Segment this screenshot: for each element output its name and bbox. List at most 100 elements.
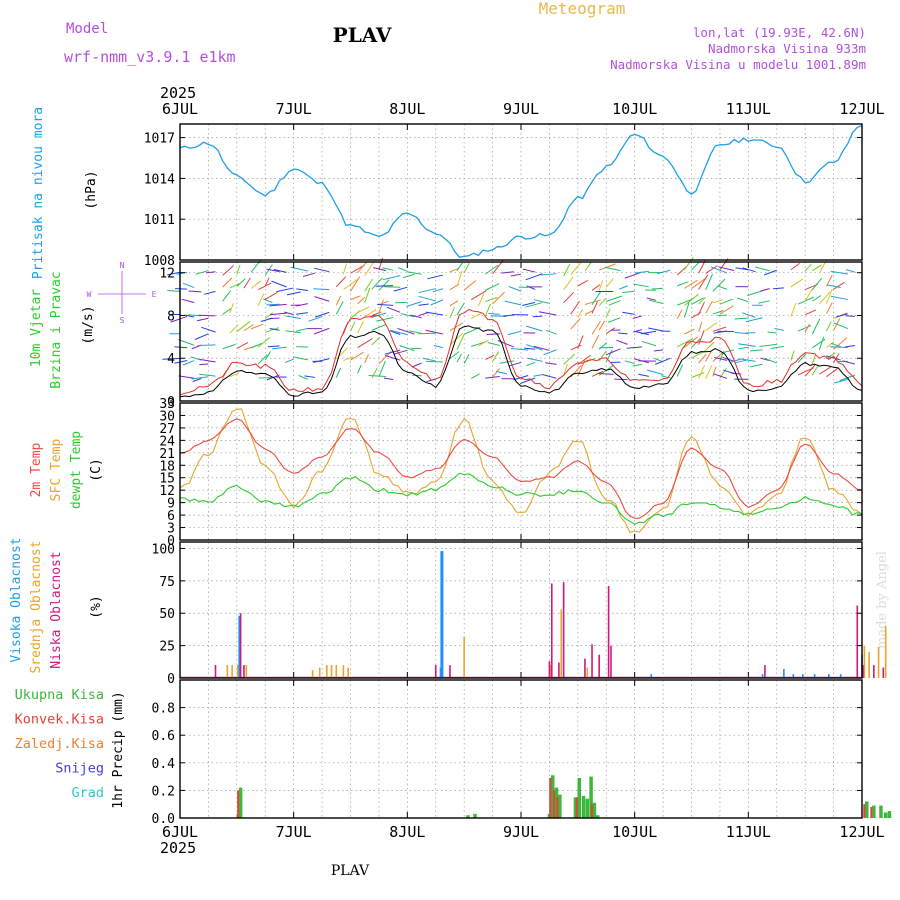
wind-arrow <box>626 346 642 349</box>
wind-arrow <box>198 314 216 317</box>
wind-arrow <box>819 366 831 375</box>
wind-arrow <box>598 297 607 306</box>
wind-arrow <box>763 269 777 276</box>
wind-arrow <box>712 326 727 332</box>
wind-arrow <box>712 351 725 362</box>
coords-label: lon,lat (19.93E, 42.6N) <box>693 25 866 40</box>
wind-arrow <box>520 377 536 384</box>
wind-arrow <box>222 290 232 302</box>
wind-arrow <box>184 314 195 318</box>
precip-bar <box>590 804 593 818</box>
wind-arrow <box>811 364 819 376</box>
wind-arrow <box>188 290 202 293</box>
wind-arrow <box>812 264 822 272</box>
wind-arrow <box>375 285 394 287</box>
precip-bar <box>585 798 590 818</box>
cloud-bar <box>239 613 242 678</box>
wind-arrow <box>196 317 209 322</box>
cloud-label-3: Niska Oblacnost <box>49 551 64 668</box>
wind-arrow <box>691 297 704 305</box>
wind-arrow <box>845 344 855 348</box>
wind-arrow <box>507 330 522 336</box>
wind-arrow <box>676 309 683 319</box>
wind-arrow <box>268 317 280 320</box>
y-tick-label: 8 <box>167 309 175 324</box>
wind-arrow <box>425 311 443 316</box>
wind-arrow <box>719 298 733 305</box>
precip-bar <box>238 787 243 818</box>
wind-arrow <box>176 271 188 275</box>
wind-arrow <box>296 288 308 291</box>
wind-arrow <box>830 342 841 348</box>
wind-arrow <box>456 334 465 350</box>
wind-arrow <box>222 307 232 315</box>
wind-arrow <box>485 375 500 379</box>
y-tick-label: 0.4 <box>152 757 176 772</box>
product-title: Meteogram <box>539 0 626 18</box>
wind-arrow <box>389 330 401 335</box>
wind-arrow <box>605 308 611 318</box>
wind-arrow <box>684 293 699 306</box>
wind-label-2: Brzina i Pravac <box>49 271 64 388</box>
wind-arrow <box>826 288 833 304</box>
precip-bar <box>549 777 552 818</box>
precip-bar <box>864 801 869 818</box>
wind-arrow <box>532 315 543 318</box>
wind-arrow <box>487 342 500 346</box>
precip-legend-item: Ukupna Kisa <box>15 687 104 703</box>
precip-bar <box>550 775 555 818</box>
wind-arrow <box>371 324 386 331</box>
y-tick-label: 100 <box>152 542 175 557</box>
wind-arrow <box>178 339 195 346</box>
cloud-bar <box>560 609 563 678</box>
wind-arrow <box>264 291 278 300</box>
wind-arrow <box>598 320 606 331</box>
time-label-top: 8JUL <box>389 100 425 118</box>
wind-arrow <box>315 311 330 318</box>
wind-arrow <box>804 288 814 302</box>
wind-arrow <box>826 367 839 378</box>
wind-arrow <box>418 311 429 317</box>
cloud-bar <box>318 667 321 678</box>
wind-arrow <box>400 313 415 318</box>
elevation-label: Nadmorska Visina 933m <box>708 41 866 56</box>
wind-gust-line <box>179 309 863 396</box>
wind-arrow <box>710 266 728 274</box>
wind-arrow <box>285 358 294 364</box>
y-tick-label: 25 <box>159 640 175 655</box>
time-label-top: 12JUL <box>839 100 884 118</box>
time-label-top: 10JUL <box>612 100 657 118</box>
wind-arrow <box>826 302 833 314</box>
wind-arrow <box>418 295 436 302</box>
wind-arrow <box>335 301 344 315</box>
wind-arrow <box>266 268 280 273</box>
precip-legend-item: Snijeg <box>55 761 104 777</box>
cloud-bar <box>449 665 451 678</box>
wind-arrow <box>651 287 664 290</box>
wind-arrow <box>485 283 500 291</box>
wind-arrow <box>750 349 763 352</box>
wind-arrow <box>303 272 316 277</box>
wind-arrow <box>526 361 536 367</box>
wind-arrow <box>485 297 498 302</box>
wind-arrow <box>373 267 387 272</box>
wind-arrow <box>718 266 735 272</box>
wind-arrow <box>174 359 188 364</box>
y-tick-label: 9 <box>167 497 175 512</box>
cloud-bar <box>434 665 437 678</box>
wind-arrow <box>456 270 463 287</box>
wind-arrow <box>463 354 470 364</box>
wind-arrow <box>471 373 480 379</box>
wind-arrow <box>830 270 848 275</box>
wind-arrow <box>357 338 373 349</box>
wind-arrow <box>598 342 608 350</box>
wind-arrow <box>174 346 188 349</box>
wind-arrow <box>201 326 216 333</box>
cloud-bar <box>783 668 785 678</box>
cloud-bar <box>607 586 610 678</box>
wind-arrow <box>350 321 356 332</box>
footer-station: PLAV <box>331 863 370 879</box>
wind-arrow <box>607 317 621 323</box>
wind-arrow <box>605 349 613 362</box>
cloud-bar <box>591 644 593 678</box>
